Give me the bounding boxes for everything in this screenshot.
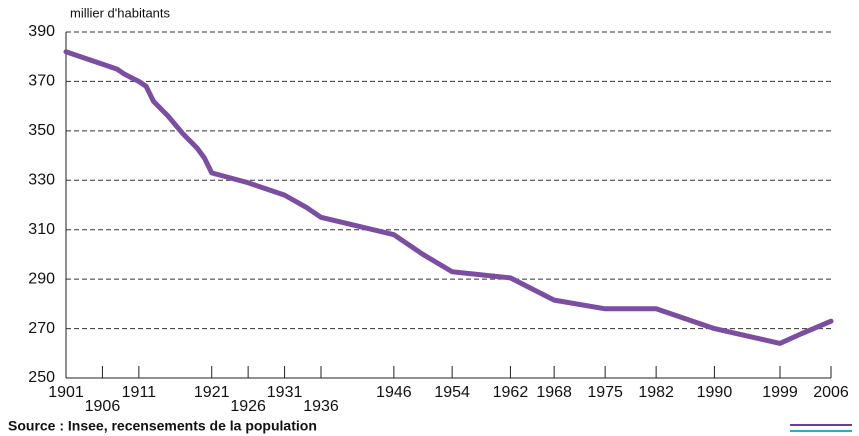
x-tick-label: 1954 bbox=[434, 384, 470, 401]
x-tick-label: 1999 bbox=[762, 384, 798, 401]
x-tick-label: 1911 bbox=[122, 384, 157, 401]
x-tick-label: 1982 bbox=[638, 384, 674, 401]
x-tick-label: 1921 bbox=[194, 384, 230, 401]
x-tick-label: 1946 bbox=[376, 384, 412, 401]
y-tick-label: 350 bbox=[28, 122, 55, 139]
x-tick-label: 1931 bbox=[267, 384, 303, 401]
x-tick-label: 1906 bbox=[85, 398, 121, 415]
x-tick-label: 2006 bbox=[813, 384, 849, 401]
y-tick-label: 330 bbox=[28, 172, 55, 189]
y-tick-label: 390 bbox=[28, 23, 55, 40]
y-tick-label: 290 bbox=[28, 270, 55, 287]
y-axis-label: millier d'habitants bbox=[70, 5, 171, 20]
data-line bbox=[63, 49, 834, 346]
source: Source : Insee, recensements de la popul… bbox=[8, 418, 317, 434]
x-tick-label: 1926 bbox=[230, 398, 266, 415]
y-tick-label: 370 bbox=[28, 73, 55, 90]
y-tick-label: 270 bbox=[28, 320, 55, 337]
x-tick-label: 1901 bbox=[48, 384, 84, 401]
x-tick-label: 1962 bbox=[493, 384, 529, 401]
x-tick-label: 1990 bbox=[697, 384, 733, 401]
y-tick-label: 250 bbox=[28, 369, 55, 386]
x-tick-label: 1968 bbox=[536, 384, 572, 401]
x-tick-label: 1975 bbox=[587, 384, 623, 401]
y-tick-label: 310 bbox=[28, 221, 55, 238]
x-tick-label: 1936 bbox=[303, 398, 339, 415]
